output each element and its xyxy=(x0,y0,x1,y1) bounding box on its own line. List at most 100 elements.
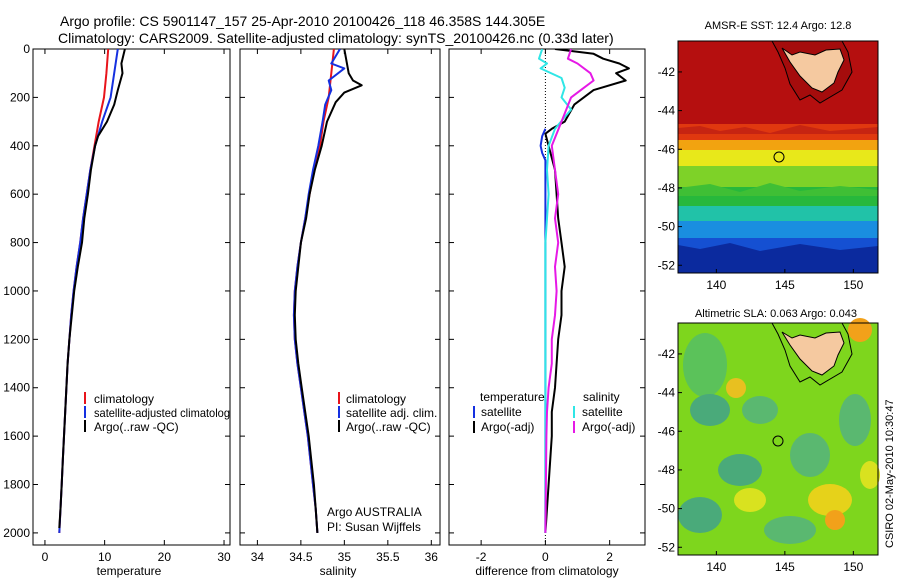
sla-low-patch xyxy=(839,394,871,446)
map-y-tick-label: -42 xyxy=(658,65,676,79)
depth-tick-label: 600 xyxy=(10,187,30,201)
legend-label-sal-argo: Argo(-adj) xyxy=(582,420,635,434)
x-tick-label: 34 xyxy=(251,550,265,564)
legend-label-climatology: climatology xyxy=(346,392,406,406)
sst-band-lightblue xyxy=(678,221,878,241)
argo-location-marker xyxy=(773,151,785,163)
difference-axes xyxy=(448,48,646,546)
sla-shelf-contour xyxy=(771,322,853,386)
x-tick-label: 20 xyxy=(158,550,172,564)
map-y-tick-label: -42 xyxy=(658,347,676,361)
depth-tick-label: 0 xyxy=(23,42,30,56)
sla-high-patch xyxy=(726,378,746,398)
map-x-tick-label: 145 xyxy=(775,560,795,574)
csiro-timestamp: CSIRO 02-May-2010 10:30:47 xyxy=(884,399,896,548)
series-line-salinity-satellite xyxy=(538,49,573,533)
series-line-salinity-argo-adj- xyxy=(544,49,595,533)
depth-tick-label: 800 xyxy=(10,236,30,250)
map-y-tick-label: -50 xyxy=(658,220,676,234)
legend-label-sal-satellite: satellite xyxy=(582,405,623,419)
difference-ticks: -2 0 2 xyxy=(449,48,645,564)
salinity-xlabel: salinity xyxy=(320,564,357,578)
legend-label-satellite-adjusted: satellite-adjusted climatolog xyxy=(94,406,230,420)
x-tick-label: 0 xyxy=(542,550,549,564)
salinity-ticks: 34 34.5 35 35.5 36 xyxy=(240,48,440,564)
sst-band-teal xyxy=(678,206,878,224)
pi-credit: PI: Susan Wijffels xyxy=(327,520,421,534)
map-y-tick-label: -48 xyxy=(658,463,676,477)
depth-tick-label: 200 xyxy=(10,90,30,104)
sla-low-patch xyxy=(790,433,830,477)
sla-map-frame xyxy=(677,322,879,556)
sla-low-patch xyxy=(764,516,816,544)
x-tick-label: 0 xyxy=(42,550,49,564)
argo-australia-credit: Argo AUSTRALIA xyxy=(327,505,422,519)
argo-location-marker xyxy=(772,435,784,447)
depth-tick-label: 1800 xyxy=(3,478,30,492)
map-x-tick-label: 145 xyxy=(775,278,795,292)
map-y-tick-label: -44 xyxy=(658,386,676,400)
map-y-tick-label: -48 xyxy=(658,181,676,195)
series-line-temperature-satellite xyxy=(539,128,547,533)
sst-map-title: AMSR-E SST: 12.4 Argo: 12.8 xyxy=(705,20,852,32)
sst-map xyxy=(677,40,879,274)
difference-profiles xyxy=(538,49,630,533)
sla-low-patch xyxy=(678,497,722,533)
depth-tick-label: 2000 xyxy=(3,526,30,540)
sst-map-frame xyxy=(677,40,879,274)
series-line-argo-raw-qc- xyxy=(58,49,126,529)
x-tick-label: 30 xyxy=(217,550,231,564)
legend-title-salinity: salinity xyxy=(583,390,620,404)
legend-title-temperature: temperature xyxy=(480,390,545,404)
map-y-tick-label: -46 xyxy=(658,142,676,156)
legend-label-argo: Argo(..raw -QC) xyxy=(346,420,431,434)
sla-high-patch xyxy=(860,461,880,489)
tasmania-landmass xyxy=(781,331,845,376)
sla-map-title: Altimetric SLA: 0.063 Argo: 0.043 xyxy=(695,308,857,320)
sla-low-patch xyxy=(742,396,778,424)
tasmania-landmass xyxy=(781,47,845,93)
sst-band-yellow xyxy=(678,150,878,170)
sla-high-patch xyxy=(848,318,872,342)
sst-band-amber xyxy=(678,140,878,152)
figure-title-line1: Argo profile: CS 5901147_157 25-Apr-2010… xyxy=(60,13,545,29)
sst-front-edge xyxy=(678,125,878,134)
sla-low-patch xyxy=(683,333,727,397)
depth-tick-label: 400 xyxy=(10,139,30,153)
sla-high-patch xyxy=(808,484,852,516)
sla-low-patch xyxy=(690,394,730,426)
sst-mixed-edge xyxy=(678,183,878,196)
map-y-tick-label: -52 xyxy=(658,540,676,554)
map-x-tick-label: 140 xyxy=(706,278,726,292)
map-x-tick-label: 140 xyxy=(706,560,726,574)
sla-high-patch xyxy=(825,510,845,530)
legend-label-argo: Argo(..raw -QC) xyxy=(94,420,179,434)
series-line-temperature-argo-adj- xyxy=(544,49,630,533)
x-tick-label: 34.5 xyxy=(289,550,313,564)
temperature-axes xyxy=(32,48,231,546)
x-tick-label: 35.5 xyxy=(376,550,400,564)
temperature-profiles xyxy=(58,49,126,533)
temperature-legend: climatology satellite-adjusted climatolo… xyxy=(84,392,230,434)
depth-tick-label: 1600 xyxy=(3,429,30,443)
series-line-satellite-adj-clim- xyxy=(292,49,346,533)
map-x-tick-label: 150 xyxy=(843,560,863,574)
depth-tick-label: 1400 xyxy=(3,381,30,395)
x-tick-label: 35 xyxy=(338,550,352,564)
temperature-ticks: 0 10 20 30 xyxy=(33,48,231,564)
depth-tick-labels: 0 200 400 600 800 1000 1200 1400 1600 1800 2000 xyxy=(3,42,30,540)
salinity-axes xyxy=(239,48,441,546)
map-y-tick-label: -46 xyxy=(658,424,676,438)
depth-tick-label: 1200 xyxy=(3,332,30,346)
temperature-xlabel: temperature xyxy=(97,564,162,578)
x-tick-label: 2 xyxy=(606,550,613,564)
sla-low-patch xyxy=(718,454,762,486)
x-tick-label: 10 xyxy=(98,550,112,564)
series-line-argo-raw-qc- xyxy=(293,49,363,533)
map-y-tick-label: -52 xyxy=(658,258,676,272)
map-y-tick-label: -50 xyxy=(658,502,676,516)
salinity-legend: climatology satellite adj. clim. Argo(..… xyxy=(338,392,437,434)
legend-label-temp-argo: Argo(-adj) xyxy=(481,420,534,434)
sst-deep-blue xyxy=(678,243,878,273)
difference-xlabel: difference from climatology xyxy=(475,564,618,578)
